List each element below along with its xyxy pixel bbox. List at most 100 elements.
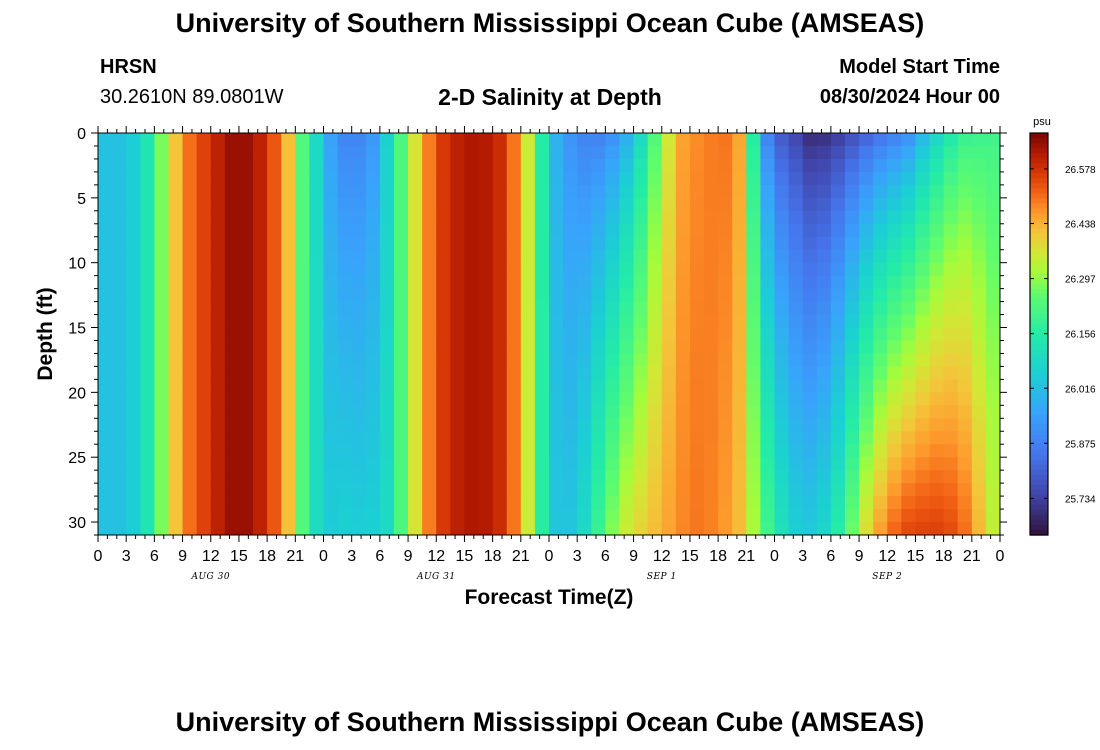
heatmap-cell — [492, 496, 508, 510]
heatmap-cell — [830, 145, 846, 160]
heatmap-cell — [549, 418, 564, 432]
heatmap-cell — [393, 340, 409, 355]
heatmap-cell — [492, 197, 508, 212]
heatmap-cell — [957, 353, 973, 368]
heatmap-cell — [957, 314, 973, 329]
heatmap-cell — [210, 509, 226, 523]
heatmap-cell — [224, 340, 240, 355]
heatmap-cell — [253, 457, 268, 471]
colorbar-swatch — [1030, 323, 1048, 330]
heatmap-cell — [549, 379, 564, 393]
heatmap-cell — [154, 314, 170, 329]
heatmap-cell — [563, 340, 578, 355]
heatmap-cell — [661, 470, 677, 484]
heatmap-cell — [337, 171, 353, 186]
heatmap-cell — [182, 431, 198, 445]
heatmap-cell — [563, 496, 578, 510]
heatmap-cell — [830, 444, 846, 458]
heatmap-cell — [534, 353, 550, 368]
heatmap-cell — [365, 327, 381, 342]
heatmap-cell — [422, 236, 437, 251]
heatmap-cell — [929, 483, 945, 497]
heatmap-cell — [647, 405, 663, 419]
colorbar-swatch — [1030, 364, 1048, 370]
heatmap-cell — [210, 133, 226, 147]
heatmap-cell — [365, 457, 381, 471]
heatmap-cell — [577, 483, 592, 497]
heatmap-cell — [168, 133, 184, 147]
heatmap-cell — [661, 431, 677, 445]
heatmap-cell — [478, 366, 494, 380]
heatmap-cell — [844, 327, 860, 342]
heatmap-cell — [577, 223, 592, 238]
heatmap-cell — [619, 483, 635, 497]
heatmap-cell — [816, 236, 832, 251]
heatmap-cell — [788, 340, 804, 355]
heatmap-cell — [112, 392, 127, 406]
heatmap-cell — [816, 275, 832, 290]
heatmap-cell — [309, 197, 325, 212]
heatmap-cell — [295, 171, 310, 186]
heatmap-cell — [732, 184, 747, 199]
heatmap-cell — [478, 405, 494, 419]
heatmap-cell — [971, 158, 987, 173]
x-tick-label: 21 — [512, 548, 530, 565]
heatmap-cell — [506, 197, 522, 212]
heatmap-cell — [422, 145, 437, 160]
heatmap-cell — [816, 301, 832, 316]
heatmap-cell — [295, 236, 310, 251]
heatmap-cell — [154, 405, 170, 419]
colorbar-swatch — [1030, 328, 1048, 335]
heatmap-cell — [323, 133, 339, 147]
heatmap-cell — [704, 379, 719, 393]
heatmap-cell — [309, 327, 325, 342]
x-tick-label: 9 — [855, 548, 864, 565]
heatmap-cell — [393, 249, 409, 264]
heatmap-cell — [478, 483, 494, 497]
colorbar-swatch — [1030, 133, 1048, 139]
heatmap-cell — [168, 145, 184, 160]
heatmap-cell — [450, 496, 466, 510]
heatmap-cell — [929, 470, 945, 484]
heatmap-cell — [915, 184, 931, 199]
colorbar-label: 25.875 — [1065, 439, 1096, 450]
heatmap-cell — [154, 236, 170, 251]
heatmap-cell — [985, 184, 1000, 199]
heatmap-cell — [774, 353, 790, 368]
heatmap-cell — [281, 522, 296, 535]
heatmap-cell — [210, 470, 226, 484]
colorbar-swatch — [1030, 193, 1048, 199]
heatmap-cell — [534, 275, 550, 290]
heatmap-cell — [323, 262, 339, 277]
heatmap-cell — [267, 470, 282, 484]
heatmap-cell — [98, 327, 113, 342]
heatmap-cell — [182, 210, 198, 225]
heatmap-cell — [168, 249, 184, 264]
x-tick-label: 12 — [202, 548, 220, 565]
heatmap-cell — [760, 327, 776, 342]
heatmap-cell — [168, 275, 184, 290]
heatmap-cell — [605, 379, 621, 393]
heatmap-cell — [746, 483, 761, 497]
heatmap-cell — [577, 210, 592, 225]
heatmap-cell — [675, 392, 691, 406]
heatmap-cell — [732, 483, 747, 497]
heatmap-cell — [112, 236, 127, 251]
heatmap-cell — [450, 444, 466, 458]
heatmap-cell — [351, 509, 367, 523]
heatmap-cell — [746, 470, 761, 484]
heatmap-cell — [830, 522, 846, 535]
heatmap-cell — [210, 210, 226, 225]
heatmap-cell — [746, 444, 761, 458]
heatmap-cell — [563, 158, 578, 173]
heatmap-cell — [126, 301, 141, 316]
heatmap-cell — [182, 288, 198, 303]
heatmap-cell — [760, 288, 776, 303]
heatmap-cell — [351, 197, 367, 212]
station-id: HRSN — [100, 56, 157, 78]
colorbar-swatch — [1030, 283, 1048, 290]
heatmap-cell — [844, 496, 860, 510]
heatmap-cell — [830, 418, 846, 432]
heatmap-cell — [168, 379, 184, 393]
heatmap-cell — [492, 314, 508, 329]
